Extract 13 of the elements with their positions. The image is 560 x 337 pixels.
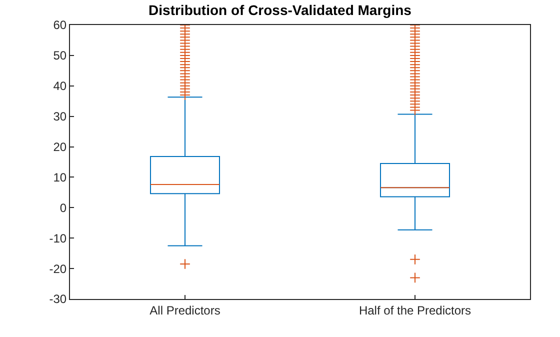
y-tick-label: 60	[53, 18, 67, 32]
y-tick-label: 10	[53, 170, 67, 184]
chart-title: Distribution of Cross-Validated Margins	[148, 2, 412, 18]
y-tick-label: 0	[60, 200, 67, 215]
y-tick-label: 30	[53, 110, 67, 124]
y-tick-label: 40	[53, 79, 67, 94]
y-tick-label: -10	[49, 231, 67, 246]
x-tick-label: Half of the Predictors	[358, 303, 472, 318]
y-tick-label: 50	[53, 48, 67, 63]
y-tick-label: -20	[49, 262, 67, 276]
x-tick-label: All Predictors	[150, 303, 220, 318]
y-tick-label: -30	[49, 292, 67, 306]
y-tick-label: 20	[53, 140, 67, 154]
